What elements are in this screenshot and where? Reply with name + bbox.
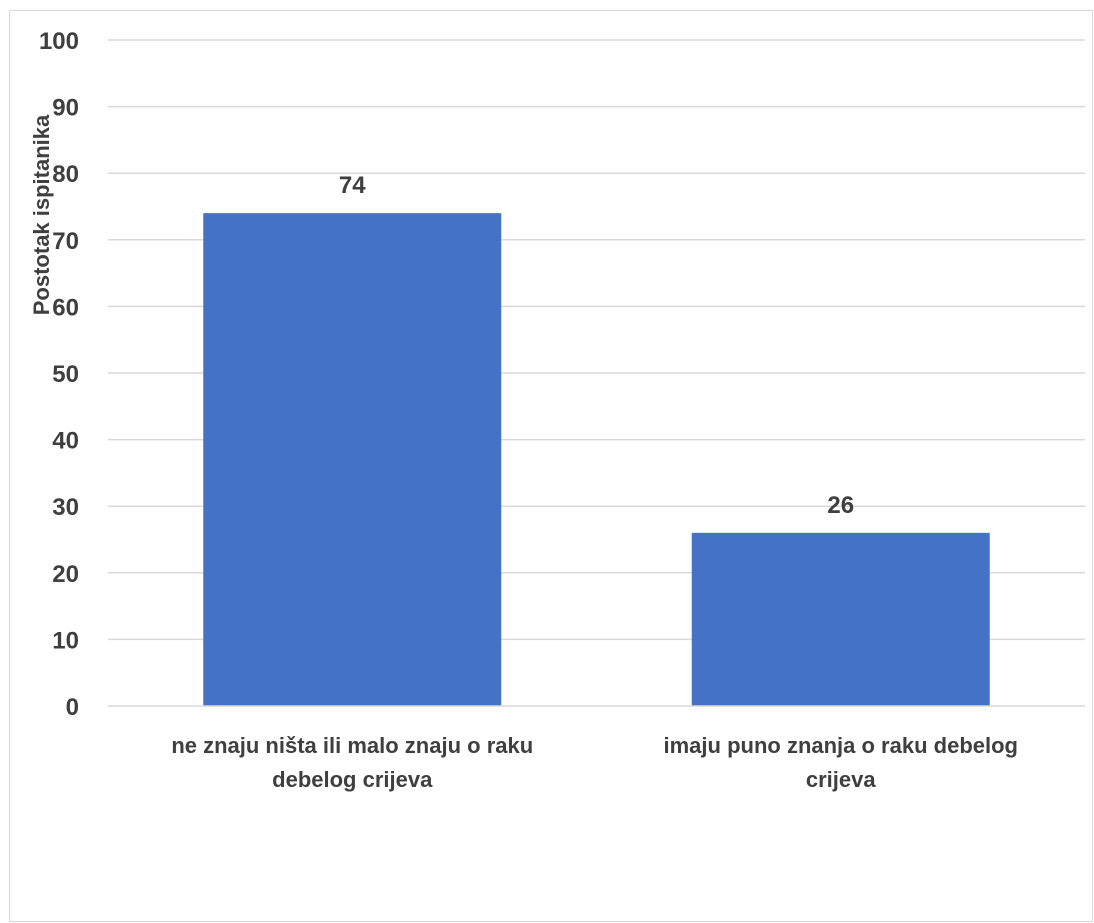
y-tick-label: 40 — [52, 428, 79, 455]
data-label: 26 — [827, 492, 854, 519]
y-axis-ticks: 0 10 20 30 40 50 60 70 80 90 100 — [39, 28, 79, 721]
y-tick-label: 50 — [52, 361, 79, 388]
y-tick-label: 20 — [52, 561, 79, 588]
data-label: 74 — [339, 172, 366, 199]
data-labels: 74 26 — [339, 172, 854, 519]
x-axis-categories: ne znaju ništa ili malo znaju o raku debe… — [171, 733, 1018, 792]
y-tick-label: 30 — [52, 494, 79, 521]
x-category-label: ne znaju ništa ili malo znaju o raku — [171, 733, 533, 758]
y-tick-label: 0 — [66, 694, 79, 721]
y-tick-label: 10 — [52, 627, 79, 654]
y-tick-label: 60 — [52, 294, 79, 321]
bar — [691, 532, 990, 706]
bar — [203, 213, 502, 706]
bars — [203, 213, 990, 706]
y-axis-title: Postotak ispitanika — [29, 114, 54, 315]
y-tick-label: 70 — [52, 228, 79, 255]
y-tick-label: 90 — [52, 95, 79, 122]
x-category-label: imaju puno znanja o raku debelog — [664, 733, 1018, 758]
x-category-label: crijeva — [806, 767, 876, 792]
chart-area — [9, 10, 1093, 922]
x-category-label: debelog crijeva — [272, 767, 433, 792]
y-tick-label: 80 — [52, 161, 79, 188]
y-tick-label: 100 — [39, 28, 79, 55]
